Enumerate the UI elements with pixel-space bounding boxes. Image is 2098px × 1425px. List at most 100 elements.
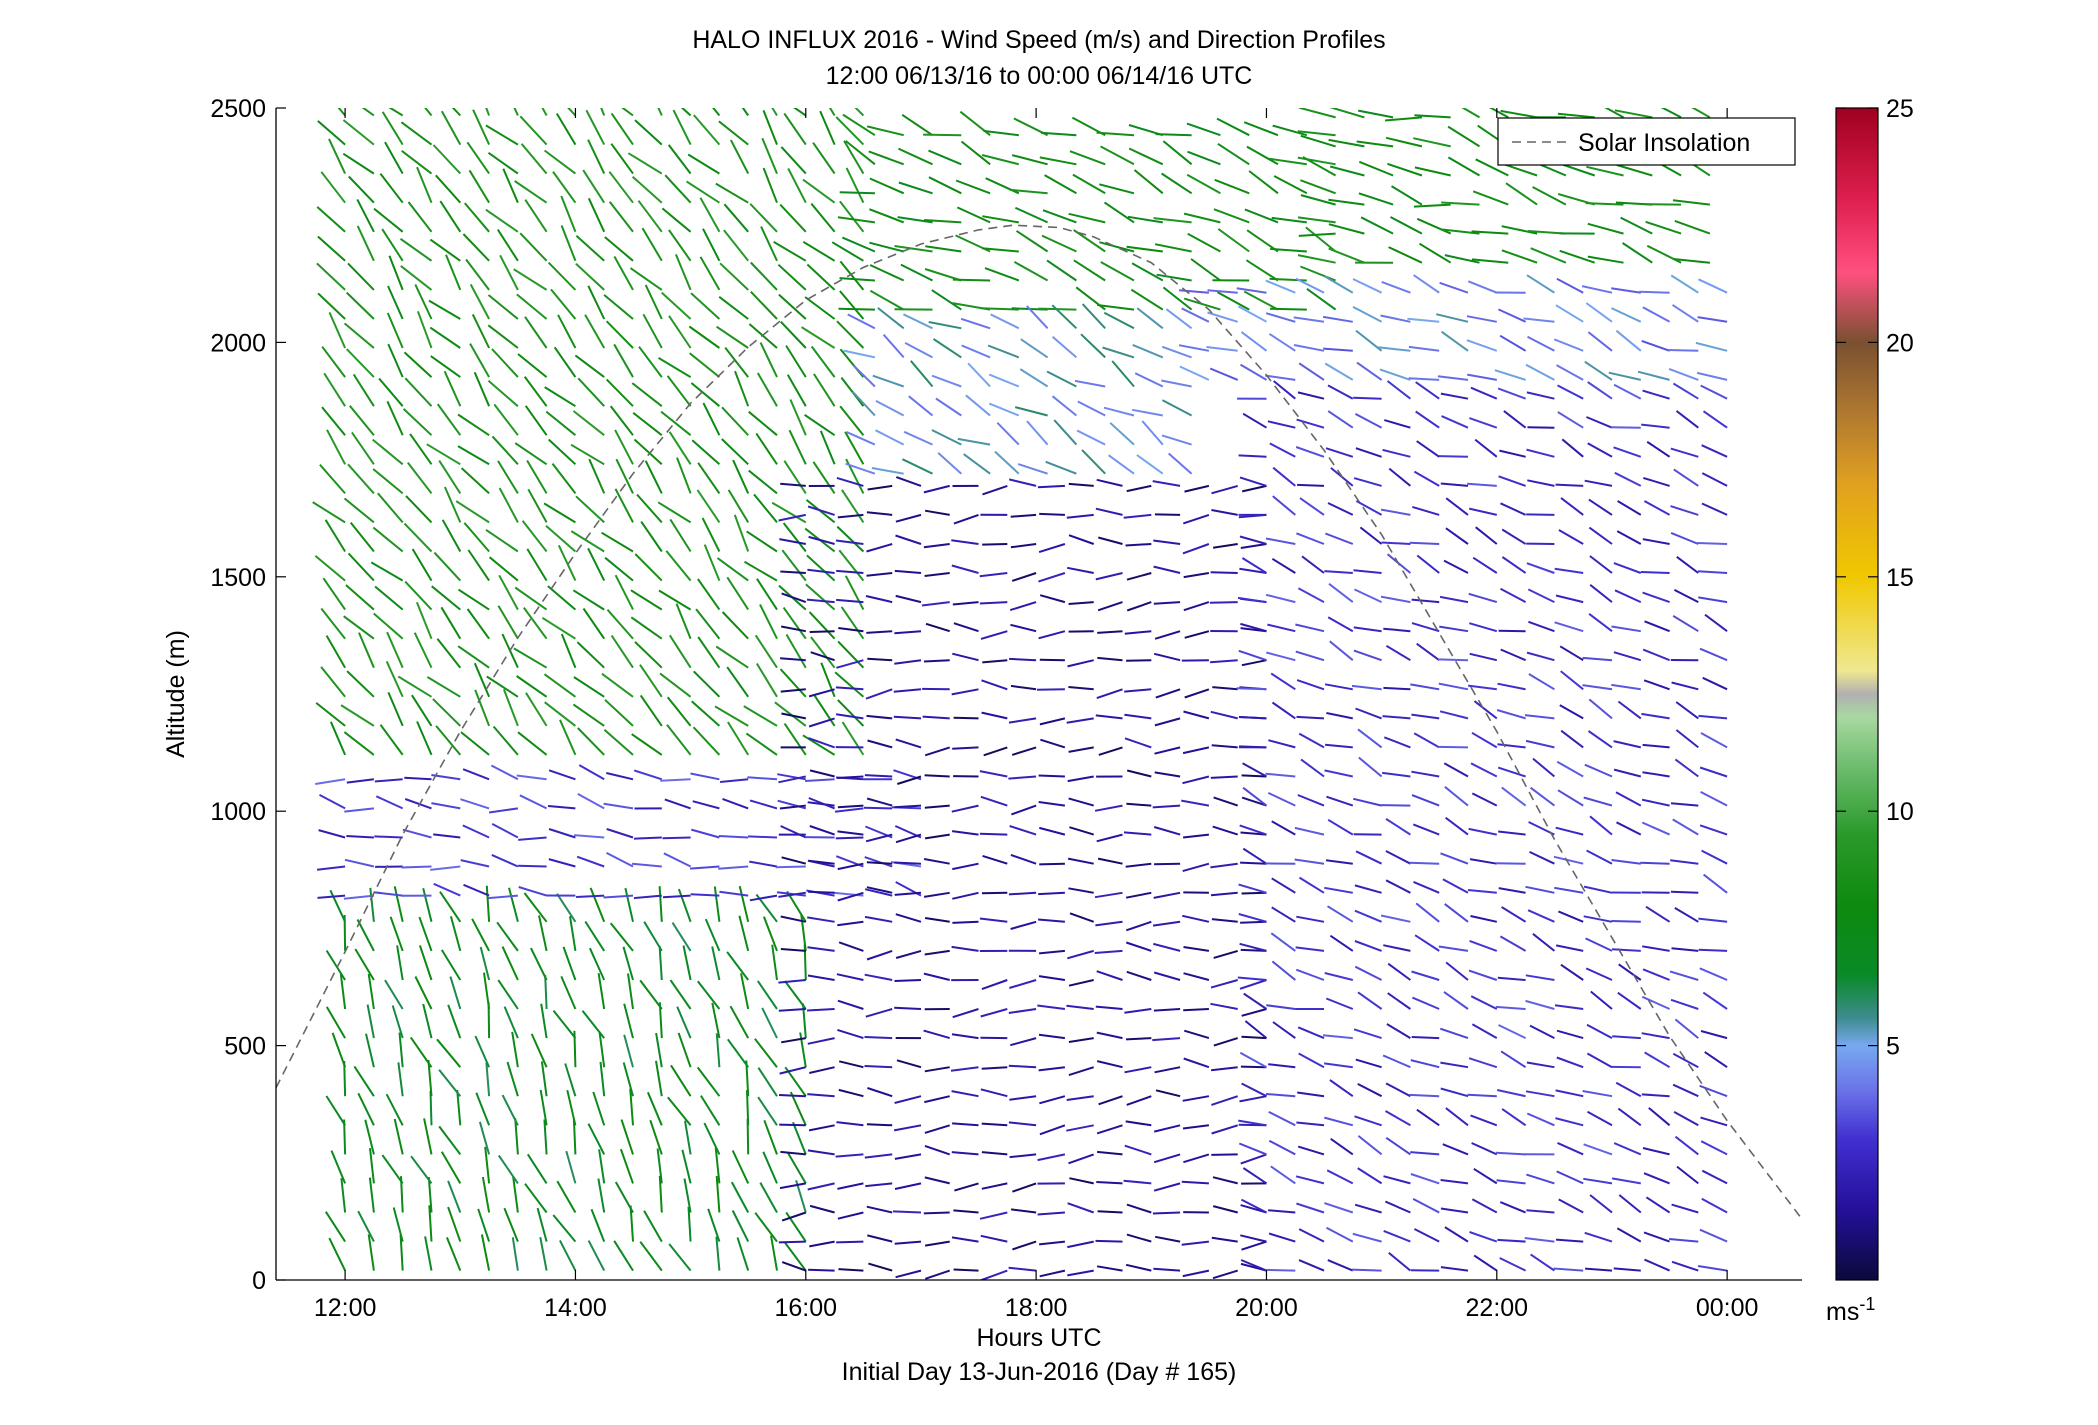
wind-vector [584, 314, 606, 349]
wind-vector [1242, 412, 1268, 429]
wind-vector [1152, 804, 1181, 809]
wind-vector [1038, 1066, 1066, 1072]
wind-vector [1237, 596, 1267, 604]
wind-vector [428, 1205, 433, 1242]
wind-vector [903, 430, 933, 446]
wind-vector [738, 885, 750, 923]
wind-vector [1012, 1240, 1037, 1251]
wind-vector [471, 918, 490, 952]
wind-vector [928, 149, 962, 166]
wind-vector [422, 1003, 433, 1039]
wind-vector [778, 513, 807, 522]
wind-vector [894, 569, 922, 574]
wind-vector [457, 413, 490, 437]
wind-vector [988, 402, 1020, 417]
wind-vector [447, 1206, 462, 1242]
wind-vector [347, 463, 375, 495]
wind-vector [1640, 861, 1670, 865]
wind-vector [1613, 562, 1642, 574]
wind-vector [524, 405, 548, 436]
wind-vector [530, 947, 548, 981]
wind-vector [869, 208, 905, 224]
wind-vector [1444, 254, 1480, 264]
wind-vector [838, 549, 865, 582]
wind-vector [324, 1211, 346, 1243]
wind-vector [838, 1088, 864, 1098]
wind-vector [1153, 565, 1181, 574]
wind-vector [981, 154, 1020, 166]
wind-vector [1161, 345, 1192, 359]
wind-vector [426, 676, 461, 698]
wind-vector [1244, 1020, 1268, 1039]
wind-vector [1353, 569, 1382, 574]
wind-vector [952, 1122, 979, 1127]
wind-vector [539, 1089, 548, 1126]
wind-vector [1641, 995, 1671, 1010]
wind-vector [328, 311, 347, 349]
wind-vector [1068, 1037, 1094, 1043]
wind-vector [1008, 1121, 1037, 1127]
wind-vector [809, 769, 835, 778]
wind-vector [488, 894, 518, 900]
wind-vector [893, 688, 922, 693]
wind-vector [748, 469, 778, 495]
wind-vector [838, 307, 875, 311]
wind-vector [622, 946, 634, 981]
wind-vector [1639, 290, 1670, 294]
wind-vector [1499, 1257, 1527, 1272]
wind-vector [1675, 729, 1699, 749]
wind-vector [1469, 652, 1498, 662]
wind-vector [1643, 500, 1671, 516]
wind-vector [1407, 317, 1440, 323]
wind-vector [1095, 507, 1123, 516]
wind-vector [1700, 1030, 1728, 1040]
wind-vector [661, 207, 692, 233]
wind-vector [871, 467, 904, 475]
wind-vector [543, 673, 576, 698]
wind-vector [951, 1236, 979, 1243]
wind-vector [1242, 847, 1268, 865]
wind-vector [393, 886, 404, 923]
wind-vector [1097, 656, 1123, 662]
wind-vector [695, 608, 721, 640]
wind-vector [1611, 1177, 1641, 1185]
wind-vector [1468, 827, 1497, 836]
wind-vector [895, 594, 922, 604]
wind-vector [1326, 712, 1354, 720]
wind-vector [1587, 222, 1624, 235]
wind-vector [1698, 714, 1728, 720]
wind-vector [574, 354, 605, 378]
wind-vector [322, 577, 346, 611]
wind-vector [1642, 771, 1670, 778]
wind-vector [516, 293, 548, 320]
wind-vector [506, 1061, 519, 1097]
wind-vector [875, 429, 905, 446]
wind-vector [1526, 1173, 1555, 1185]
wind-vector [1413, 203, 1451, 208]
wind-vector [1051, 304, 1078, 330]
wind-vector [842, 113, 876, 137]
wind-vector [831, 241, 864, 262]
wind-vector [407, 461, 433, 495]
wind-vector [514, 586, 548, 611]
wind-vector [422, 888, 433, 923]
wind-vector [1240, 831, 1267, 836]
wind-vector [951, 804, 979, 813]
wind-vector [473, 371, 491, 407]
wind-vector [1297, 483, 1325, 487]
wind-vector [551, 462, 577, 495]
wind-vector [1111, 360, 1135, 388]
wind-vector [1585, 1267, 1613, 1272]
wind-vector [1640, 571, 1670, 574]
wind-vector [851, 391, 876, 417]
wind-vector [750, 261, 778, 291]
wind-vector [1672, 818, 1699, 836]
wind-vector [740, 973, 750, 1010]
wind-vector [1068, 1066, 1095, 1077]
wind-vector [786, 374, 807, 407]
wind-vector [1296, 1202, 1325, 1214]
wind-vector [1242, 762, 1267, 778]
wind-vector [682, 945, 692, 981]
wind-vector [662, 836, 691, 840]
wind-vector [465, 258, 490, 291]
